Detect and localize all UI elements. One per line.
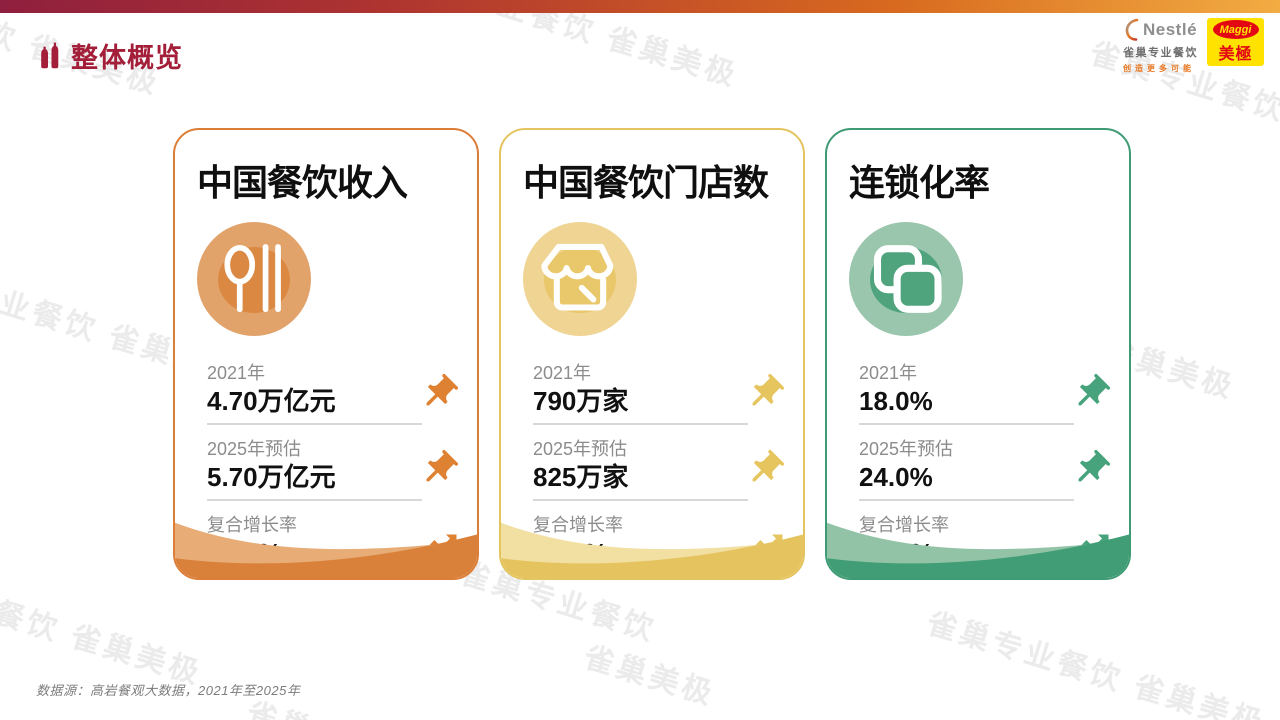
card-title: 中国餐饮门店数 — [523, 162, 769, 203]
nestle-sub-text: 雀巢专业餐饮 — [1123, 47, 1198, 59]
card-bottom-wave — [501, 522, 803, 578]
card-restaurant-revenue: 中国餐饮收入 2021年 4.70万亿元 2025年预估 5.70万亿元 — [173, 128, 479, 580]
chain-link-icon — [873, 245, 942, 313]
bottles-icon — [41, 42, 59, 69]
card-bottom-wave — [175, 522, 477, 578]
card-store-count: 中国餐饮门店数 2021年 790万家 2025年预估 825万家 复合增长率 — [499, 128, 805, 580]
stat-value: 790万家 — [533, 386, 629, 416]
stat-value: 24.0% — [859, 462, 933, 492]
stat-label: 复合增长率 — [207, 515, 297, 535]
stat-label: 2021年 — [207, 363, 266, 383]
card-bottom-wave — [827, 522, 1129, 578]
brand-logos: Nestlé 雀巢专业餐饮 创造更多可能 Maggi 美極 — [1123, 18, 1264, 74]
pushpin-icon — [744, 372, 786, 414]
pushpin-icon — [418, 448, 460, 490]
pushpin-icon — [1070, 372, 1112, 414]
pushpin-icon — [1070, 448, 1112, 490]
stat-value: 4.70万亿元 — [207, 386, 336, 416]
stat-value: 5.70万亿元 — [207, 462, 336, 492]
stat-label: 2025年预估 — [533, 439, 628, 459]
stats-list: 2021年 18.0% 2025年预估 24.0% 复合增长率 +6.0% — [859, 362, 1111, 577]
stat-label: 复合增长率 — [533, 515, 623, 535]
nestle-tagline: 创造更多可能 — [1123, 64, 1195, 73]
card-icon-circle — [849, 222, 963, 336]
card-icon-circle — [523, 222, 637, 336]
nestle-swoosh-icon — [1125, 18, 1139, 41]
plate-cutlery-icon — [224, 244, 281, 313]
nestle-wordmark: Nestlé — [1143, 20, 1198, 39]
storefront-icon — [541, 243, 614, 311]
stat-label: 2025年预估 — [859, 439, 954, 459]
nestle-logo: Nestlé 雀巢专业餐饮 创造更多可能 — [1123, 18, 1198, 74]
pushpin-icon — [418, 372, 460, 414]
card-title: 中国餐饮收入 — [197, 162, 408, 203]
watermark-text: 雀巢专业餐饮 雀巢美极 — [395, 0, 743, 94]
card-chain-rate: 连锁化率 2021年 18.0% 2025年预估 24.0% 复合增长率 +6.… — [825, 128, 1131, 580]
watermark-text: 雀巢美极 — [579, 640, 720, 712]
stat-label: 复合增长率 — [859, 515, 949, 535]
maggi-oval: Maggi — [1212, 20, 1259, 39]
stat-row-2025: 2025年预估 24.0% — [859, 438, 1111, 501]
stat-label: 2021年 — [859, 363, 918, 383]
stat-row-2025: 2025年预估 825万家 — [533, 438, 785, 501]
stat-value: 825万家 — [533, 462, 629, 492]
stat-row-2021: 2021年 18.0% — [859, 362, 1111, 425]
stat-row-2021: 2021年 4.70万亿元 — [207, 362, 459, 425]
maggi-logo: Maggi 美極 — [1207, 18, 1264, 66]
slide-header: 整体概览 — [36, 36, 183, 75]
data-source-note: 数据源：高岩餐观大数据，2021年至2025年 — [36, 683, 301, 698]
card-title: 连锁化率 — [849, 162, 990, 203]
maggi-sub-text: 美極 — [1218, 46, 1253, 63]
stat-row-2021: 2021年 790万家 — [533, 362, 785, 425]
stat-label: 2025年预估 — [207, 439, 302, 459]
watermark-text: 雀巢专业餐饮 雀巢美极 — [922, 606, 1270, 720]
stat-row-2025: 2025年预估 5.70万亿元 — [207, 438, 459, 501]
stat-value: 18.0% — [859, 386, 933, 416]
top-gradient-bar — [0, 0, 1280, 13]
stat-cards-row: 中国餐饮收入 2021年 4.70万亿元 2025年预估 5.70万亿元 — [173, 128, 1131, 580]
pushpin-icon — [744, 448, 786, 490]
card-icon-circle — [197, 222, 311, 336]
stat-label: 2021年 — [533, 363, 592, 383]
maggi-wordmark: Maggi — [1219, 23, 1252, 36]
page-title: 整体概览 — [71, 43, 183, 73]
